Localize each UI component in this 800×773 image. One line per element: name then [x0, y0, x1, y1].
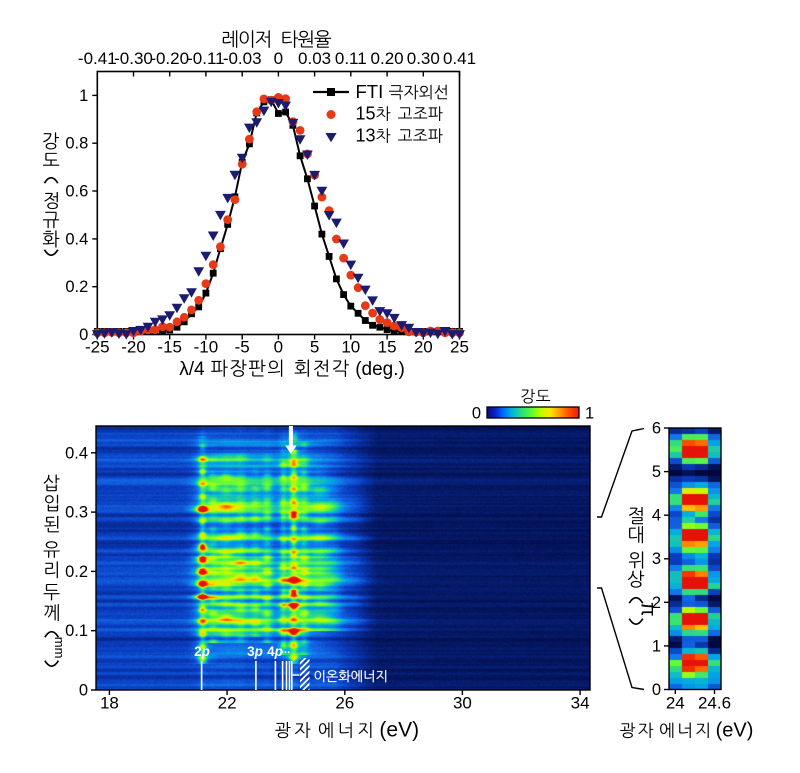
- svg-text:-0.30: -0.30: [114, 49, 153, 68]
- svg-text:34: 34: [571, 694, 590, 713]
- svg-text:24.6: 24.6: [698, 694, 731, 713]
- svg-text:5: 5: [652, 463, 661, 481]
- svg-text:0: 0: [472, 405, 481, 423]
- svg-text:-0.20: -0.20: [150, 49, 189, 68]
- svg-text:4p: 4p: [267, 644, 283, 659]
- svg-text:3: 3: [652, 550, 661, 568]
- svg-text:2p: 2p: [194, 644, 210, 659]
- svg-text:0.6: 0.6: [65, 183, 88, 201]
- svg-text:0: 0: [79, 326, 88, 344]
- svg-text:(eV): (eV): [716, 720, 754, 742]
- svg-text:-0.41: -0.41: [78, 49, 117, 68]
- svg-text:1: 1: [652, 637, 661, 655]
- svg-text:30: 30: [453, 694, 472, 713]
- svg-text:-15: -15: [157, 338, 182, 357]
- svg-text:20: 20: [414, 338, 433, 357]
- svg-text:-0.11: -0.11: [187, 49, 225, 68]
- svg-text:-0.03: -0.03: [223, 49, 262, 68]
- svg-text:18: 18: [100, 694, 119, 713]
- svg-text:13: 13: [356, 126, 376, 146]
- svg-text:0.11: 0.11: [335, 49, 367, 68]
- svg-text:3p: 3p: [247, 644, 263, 659]
- svg-text:4: 4: [652, 507, 661, 525]
- svg-text:0.1: 0.1: [65, 622, 88, 640]
- svg-text:0.4: 0.4: [65, 444, 88, 462]
- svg-text:-5: -5: [235, 338, 250, 357]
- svg-text:0.03: 0.03: [298, 49, 331, 68]
- svg-text:0.4: 0.4: [65, 230, 88, 248]
- svg-text:15: 15: [378, 338, 397, 357]
- svg-text:0: 0: [652, 681, 661, 699]
- svg-text:0: 0: [274, 49, 283, 68]
- svg-text:0.41: 0.41: [443, 49, 476, 68]
- svg-text:π: π: [636, 602, 659, 617]
- svg-text:0.3: 0.3: [65, 504, 88, 522]
- svg-text:(eV): (eV): [379, 719, 419, 742]
- svg-text:1: 1: [79, 87, 88, 105]
- svg-text:0: 0: [274, 338, 283, 357]
- svg-text:...: ...: [281, 644, 290, 656]
- svg-text:-25: -25: [85, 338, 110, 357]
- svg-text:-10: -10: [194, 338, 219, 357]
- svg-text:2: 2: [652, 594, 661, 612]
- svg-text:mm: mm: [52, 637, 67, 659]
- svg-text:1: 1: [585, 405, 594, 423]
- svg-text:0.2: 0.2: [65, 278, 88, 296]
- svg-text:10: 10: [341, 338, 360, 357]
- svg-text:26: 26: [335, 694, 354, 713]
- svg-text:FTI: FTI: [356, 81, 384, 102]
- svg-text:0.8: 0.8: [65, 135, 88, 153]
- svg-text:22: 22: [218, 694, 237, 713]
- svg-text:λ/4: λ/4: [179, 359, 205, 380]
- svg-text:0: 0: [79, 682, 88, 700]
- svg-text:5: 5: [310, 338, 319, 357]
- svg-text:25: 25: [450, 338, 469, 357]
- svg-text:0.30: 0.30: [407, 49, 440, 68]
- svg-text:0.2: 0.2: [65, 563, 88, 581]
- svg-text:-20: -20: [121, 338, 146, 357]
- svg-text:(deg.): (deg.): [355, 359, 405, 380]
- svg-text:0.20: 0.20: [371, 49, 404, 68]
- svg-text:24: 24: [666, 694, 685, 713]
- svg-text:6: 6: [652, 420, 661, 438]
- svg-text:15: 15: [356, 104, 376, 124]
